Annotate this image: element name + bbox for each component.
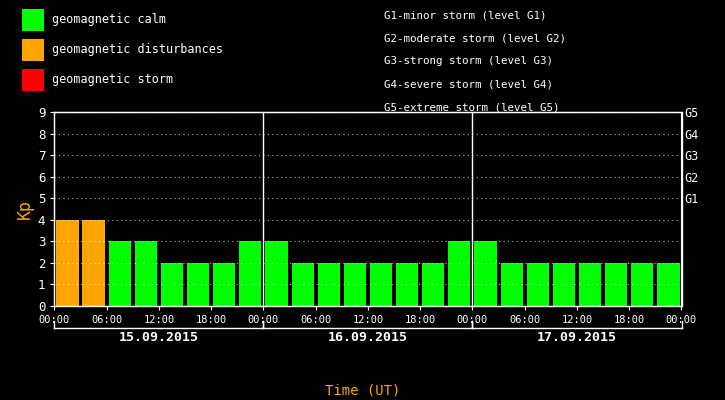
Bar [161,263,183,306]
Bar [579,263,601,306]
Bar [109,241,130,306]
Text: geomagnetic disturbances: geomagnetic disturbances [52,44,223,56]
Bar [135,241,157,306]
Bar [57,220,78,306]
Bar [83,220,104,306]
Text: 17.09.2015: 17.09.2015 [537,331,617,344]
Bar [658,263,679,306]
Bar [605,263,627,306]
Y-axis label: Kp: Kp [16,199,33,219]
Text: Time (UT): Time (UT) [325,384,400,398]
Bar [448,241,471,306]
Bar [187,263,210,306]
Text: G5-extreme storm (level G5): G5-extreme storm (level G5) [384,103,560,113]
Bar [370,263,392,306]
Bar [500,263,523,306]
Bar [318,263,340,306]
Text: G3-strong storm (level G3): G3-strong storm (level G3) [384,56,553,66]
Bar [291,263,314,306]
Bar [213,263,236,306]
Bar [265,241,288,306]
Bar [396,263,418,306]
Bar [344,263,366,306]
Text: G4-severe storm (level G4): G4-severe storm (level G4) [384,80,553,90]
Text: geomagnetic storm: geomagnetic storm [52,74,173,86]
Bar [552,263,575,306]
Bar [631,263,653,306]
Text: G2-moderate storm (level G2): G2-moderate storm (level G2) [384,33,566,43]
Text: 16.09.2015: 16.09.2015 [328,331,408,344]
Text: geomagnetic calm: geomagnetic calm [52,14,166,26]
Text: G1-minor storm (level G1): G1-minor storm (level G1) [384,10,547,20]
Text: 15.09.2015: 15.09.2015 [119,331,199,344]
Bar [422,263,444,306]
Bar [526,263,549,306]
Bar [474,241,497,306]
Bar [239,241,262,306]
